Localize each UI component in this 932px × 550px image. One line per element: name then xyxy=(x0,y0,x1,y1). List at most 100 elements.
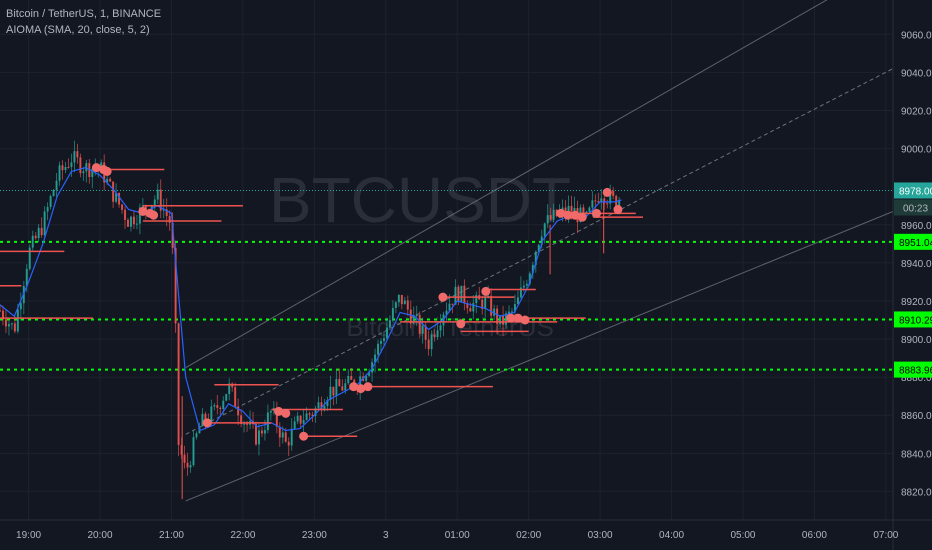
candle-body-106 xyxy=(314,408,317,417)
candle-body-156 xyxy=(463,285,466,304)
candle-body-107 xyxy=(317,402,320,409)
candle-body-152 xyxy=(451,303,454,305)
marker-8 xyxy=(281,408,291,418)
marker-13 xyxy=(438,292,448,302)
marker-14 xyxy=(481,286,491,296)
marker-19 xyxy=(556,208,566,218)
parallel-channel[interactable] xyxy=(185,0,894,502)
order-lines xyxy=(0,168,643,437)
candle-body-138 xyxy=(409,309,412,324)
candle-body-17 xyxy=(49,196,52,207)
candle-body-132 xyxy=(391,307,394,321)
candle-body-181 xyxy=(537,244,540,252)
horizontal-levels[interactable] xyxy=(0,189,893,371)
time-axis[interactable]: 19:00 20:00 21:00 22:00 23:00 3 01:00 02:00 03:0… xyxy=(16,530,899,541)
level-label-2-text: 8883.96 xyxy=(899,366,932,377)
candle-body-42 xyxy=(124,209,127,220)
candle-body-110 xyxy=(326,400,329,407)
candle-body-82 xyxy=(243,423,246,425)
candle-body-16 xyxy=(46,206,49,212)
candle-body-37 xyxy=(109,178,112,182)
candle-body-53 xyxy=(156,189,159,200)
marker-10 xyxy=(349,382,359,392)
candle-body-71 xyxy=(210,406,213,423)
candle-body-2 xyxy=(4,319,7,327)
candle-body-91 xyxy=(269,410,272,413)
candle-body-204 xyxy=(606,203,609,205)
candle-body-36 xyxy=(106,178,109,183)
marker-5 xyxy=(149,210,159,220)
price-axis[interactable]: 8820.00 8840.00 8860.00 8880.00 8900.00 8920.… xyxy=(901,30,932,498)
level-label-2-bg xyxy=(894,361,932,378)
candle-body-167 xyxy=(496,308,499,324)
candle-body-49 xyxy=(144,205,147,210)
x-tick-label-7: 02:00 xyxy=(516,530,541,541)
candle-body-162 xyxy=(481,299,484,309)
marker-25 xyxy=(613,205,623,215)
candle-body-150 xyxy=(445,310,448,315)
marker-0 xyxy=(91,163,101,173)
price-labels: 8978.00 00:23 8951.04 8910.29 8883.96 xyxy=(894,182,932,378)
candle-body-157 xyxy=(466,303,469,309)
candle-body-173 xyxy=(513,304,516,312)
candle-body-60 xyxy=(177,323,180,445)
candle-body-155 xyxy=(460,285,463,302)
indicator-title[interactable]: AIOMA (SMA, 20, close, 5, 2) xyxy=(6,24,150,36)
candle-body-40 xyxy=(118,192,121,205)
x-tick-label-5: 3 xyxy=(383,530,389,541)
candle-body-79 xyxy=(234,387,237,407)
candle-body-39 xyxy=(115,192,118,202)
candle-body-97 xyxy=(287,441,290,446)
countdown-text: 00:23 xyxy=(903,203,928,214)
candle-body-205 xyxy=(609,190,612,204)
candle-body-109 xyxy=(323,406,326,411)
candle-body-140 xyxy=(415,314,418,316)
candle-body-75 xyxy=(222,400,225,410)
candle-body-184 xyxy=(546,215,549,224)
candle-body-103 xyxy=(305,413,308,421)
candle-body-130 xyxy=(385,327,388,339)
candle-body-23 xyxy=(67,166,70,168)
candle-body-54 xyxy=(159,189,162,211)
candle-body-65 xyxy=(192,437,195,466)
candle-body-58 xyxy=(171,222,174,248)
candle-body-89 xyxy=(263,430,266,434)
chart-legend: Bitcoin / TetherUS, 1, BINANCE AIOMA (SM… xyxy=(6,6,161,38)
candle-body-176 xyxy=(522,285,525,288)
candle-body-127 xyxy=(377,343,380,355)
marker-21 xyxy=(570,210,580,220)
candle-body-7 xyxy=(19,303,22,310)
candle-body-22 xyxy=(64,166,67,171)
candle-body-52 xyxy=(153,199,156,205)
channel-upper-line[interactable] xyxy=(185,0,893,369)
candle-body-136 xyxy=(403,300,406,305)
x-tick-label-6: 01:00 xyxy=(445,530,470,541)
x-tick-label-12: 07:00 xyxy=(873,530,898,541)
marker-9 xyxy=(299,431,309,441)
candle-body-101 xyxy=(299,415,302,424)
candle-body-158 xyxy=(469,308,472,312)
candle-body-174 xyxy=(516,297,519,305)
symbol-title[interactable]: Bitcoin / TetherUS, 1, BINANCE xyxy=(6,8,162,20)
candle-body-44 xyxy=(129,216,132,227)
candle-body-20 xyxy=(58,165,61,181)
candle-body-99 xyxy=(293,421,296,429)
y-tick-label-2: 8860.00 xyxy=(901,411,932,422)
candle-body-5 xyxy=(13,323,16,332)
candle-body-133 xyxy=(394,302,397,308)
candle-body-1 xyxy=(1,310,4,320)
candle-body-134 xyxy=(397,294,400,303)
candle-body-186 xyxy=(552,209,555,220)
moving-average xyxy=(0,166,622,432)
candle-body-114 xyxy=(338,378,341,387)
candle-body-164 xyxy=(487,295,490,297)
candle-body-24 xyxy=(70,162,73,168)
candle-body-95 xyxy=(281,432,284,438)
candle-body-9 xyxy=(25,268,28,286)
candle-body-201 xyxy=(597,201,600,203)
candle-body-104 xyxy=(308,413,311,415)
channel-lower-line[interactable] xyxy=(185,210,894,502)
candle-body-81 xyxy=(240,415,243,424)
marker-20 xyxy=(563,210,573,220)
